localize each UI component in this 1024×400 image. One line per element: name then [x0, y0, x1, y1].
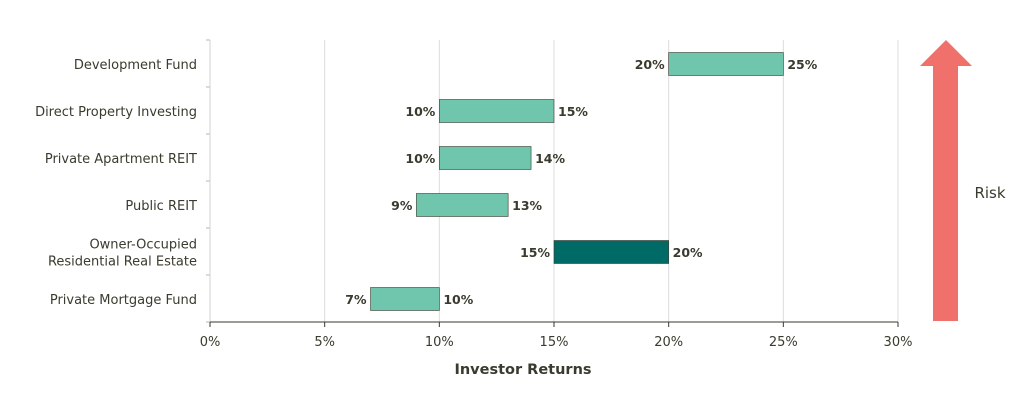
- range-bar: [553, 240, 669, 264]
- x-axis-title: Investor Returns: [454, 362, 591, 378]
- x-tick-label: 5%: [314, 335, 335, 350]
- risk-indicator: Risk: [920, 40, 1006, 321]
- risk-label: Risk: [974, 184, 1005, 202]
- low-value-label: 10%: [405, 151, 435, 166]
- low-value-label: 7%: [345, 292, 367, 307]
- range-bar: [668, 52, 784, 76]
- range-bar: [439, 146, 532, 170]
- category-label: Direct Property Investing: [35, 105, 197, 120]
- high-value-label: 14%: [535, 151, 565, 166]
- high-value-label: 13%: [512, 198, 542, 213]
- x-tick-label: 30%: [884, 335, 913, 350]
- low-value-label: 10%: [405, 104, 435, 119]
- low-value-label: 15%: [520, 245, 550, 260]
- low-value-label: 9%: [391, 198, 413, 213]
- category-label: Public REIT: [125, 199, 197, 214]
- x-tick-label: 25%: [769, 335, 798, 350]
- category-label: Private Apartment REIT: [45, 152, 197, 167]
- gridlines: [206, 39, 899, 323]
- range-bar: [439, 99, 555, 123]
- x-tick-label: 20%: [654, 335, 683, 350]
- bars: [370, 52, 784, 311]
- category-label: Owner-Occupied Residential Real Estate: [48, 238, 197, 270]
- risk-arrow-icon: [920, 40, 972, 321]
- high-value-label: 15%: [558, 104, 588, 119]
- x-tick-label: 0%: [200, 335, 221, 350]
- x-tick-labels: 0% 5% 10% 15% 20% 25% 30%: [200, 322, 913, 350]
- low-value-label: 20%: [635, 57, 665, 72]
- range-bar: [370, 287, 440, 311]
- category-label: Private Mortgage Fund: [50, 293, 197, 308]
- high-value-label: 20%: [673, 245, 703, 260]
- x-tick-label: 10%: [425, 335, 454, 350]
- category-label: Development Fund: [74, 58, 197, 73]
- data-labels: 20% 25% 10% 15% 10% 14% 9% 13% 15% 20% 7% 10%: [345, 57, 817, 307]
- range-bar: [416, 193, 509, 217]
- high-value-label: 10%: [443, 292, 473, 307]
- high-value-label: 25%: [787, 57, 817, 72]
- category-labels: Development Fund Direct Property Investin…: [35, 58, 197, 308]
- x-tick-label: 15%: [540, 335, 569, 350]
